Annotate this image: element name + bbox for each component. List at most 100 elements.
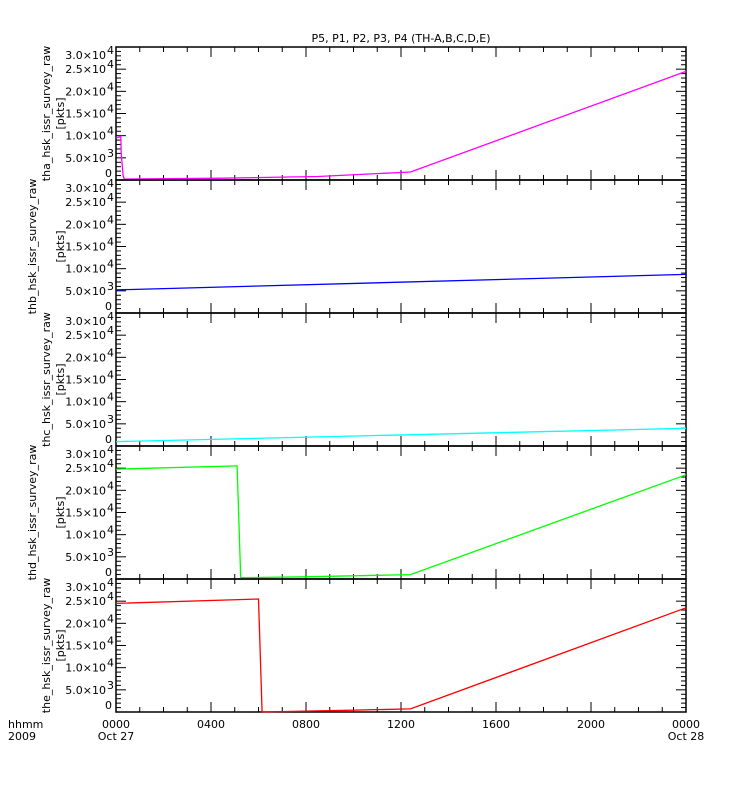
series-line-thc_hsk_issr_survey_raw — [115, 427, 687, 443]
panel-frame — [115, 578, 687, 713]
y-tick-label: 2.0×10 — [65, 218, 106, 231]
y-tick-label-exponent: 4 — [107, 258, 114, 271]
y-tick-label: 1.0×10 — [65, 529, 106, 542]
x-tick-label: 0000 — [102, 718, 130, 731]
x-tick-sublabel: Oct 27 — [98, 730, 135, 743]
y-tick-label-exponent: 4 — [107, 443, 114, 456]
y-tick-label: 0 — [105, 699, 112, 712]
y-tick-label: 2.5×10 — [65, 595, 106, 608]
y-tick-label: 2.5×10 — [65, 63, 106, 76]
panel-frame — [115, 179, 687, 314]
y-tick-label-exponent: 4 — [107, 369, 114, 382]
panel-frame — [115, 445, 687, 580]
x-tick-label: 0400 — [197, 718, 225, 731]
y-tick-label: 1.0×10 — [65, 396, 106, 409]
y-axis-unit: [pkts] — [54, 98, 67, 130]
y-tick-label-exponent: 4 — [107, 635, 114, 648]
y-tick-label: 3.0×10 — [65, 581, 106, 594]
y-tick-label: 2.0×10 — [65, 351, 106, 364]
panel-frame — [115, 312, 687, 447]
series-line-thd_hsk_issr_survey_raw — [115, 465, 687, 579]
y-tick-label: 1.5×10 — [65, 640, 106, 653]
x-tick-label: 0000 — [672, 718, 700, 731]
y-tick-label-exponent: 4 — [107, 391, 114, 404]
y-tick-label-exponent: 4 — [107, 80, 114, 93]
series-line-thb_hsk_issr_survey_raw — [115, 273, 687, 291]
y-tick-label-exponent: 4 — [107, 502, 114, 515]
x-tick-label: 0800 — [292, 718, 320, 731]
y-tick-label: 1.0×10 — [65, 263, 106, 276]
y-tick-label: 0 — [105, 433, 112, 446]
y-axis-label: tha_hsk_issr_survey_raw — [40, 46, 53, 181]
series-line-tha_hsk_issr_survey_raw — [115, 70, 687, 180]
y-tick-label-exponent: 3 — [107, 679, 114, 692]
y-tick-label-exponent: 3 — [107, 280, 114, 293]
x-tick-label: 1600 — [482, 718, 510, 731]
y-tick-label: 1.5×10 — [65, 374, 106, 387]
y-tick-label-exponent: 4 — [107, 236, 114, 249]
y-tick-label: 2.0×10 — [65, 85, 106, 98]
y-tick-label-exponent: 4 — [107, 657, 114, 670]
y-axis-label: thc_hsk_issr_survey_raw — [40, 312, 53, 447]
y-tick-label: 1.5×10 — [65, 108, 106, 121]
y-tick-label: 5.0×10 — [65, 551, 106, 564]
y-axis-unit: [pkts] — [54, 630, 67, 662]
y-tick-label: 1.5×10 — [65, 507, 106, 520]
y-tick-label: 3.0×10 — [65, 182, 106, 195]
y-tick-label: 2.0×10 — [65, 617, 106, 630]
y-tick-label: 5.0×10 — [65, 152, 106, 165]
y-tick-label-exponent: 4 — [107, 346, 114, 359]
x-axis-sublabel: 2009 — [8, 730, 36, 743]
y-axis-label: the_hsk_issr_survey_raw — [40, 578, 53, 713]
panel-tha_hsk_issr_survey_raw: 05.0×10 31.0×10 41.5×10 42.0×10 42.5×10 43.0×… — [40, 44, 687, 181]
y-tick-label: 2.0×10 — [65, 484, 106, 497]
y-tick-label-exponent: 4 — [107, 612, 114, 625]
y-tick-label-exponent: 4 — [107, 125, 114, 138]
panel-thb_hsk_issr_survey_raw: 05.0×10 31.0×10 41.5×10 42.0×10 42.5×10 43.0×… — [26, 177, 687, 315]
y-axis-label: thd_hsk_issr_survey_raw — [26, 445, 39, 581]
y-tick-label: 3.0×10 — [65, 315, 106, 328]
y-tick-label-exponent: 4 — [107, 479, 114, 492]
series-line-the_hsk_issr_survey_raw — [115, 598, 687, 713]
y-tick-label-exponent: 4 — [107, 103, 114, 116]
y-tick-label-exponent: 4 — [107, 213, 114, 226]
y-tick-label: 1.5×10 — [65, 241, 106, 254]
y-tick-label: 5.0×10 — [65, 418, 106, 431]
y-tick-label-exponent: 4 — [107, 58, 114, 71]
y-tick-label-exponent: 4 — [107, 457, 114, 470]
y-tick-label: 5.0×10 — [65, 684, 106, 697]
panel-frame — [115, 46, 687, 181]
y-tick-label: 2.5×10 — [65, 462, 106, 475]
panel-the_hsk_issr_survey_raw: 05.0×10 31.0×10 41.5×10 42.0×10 42.5×10 43.0×… — [40, 576, 687, 713]
y-axis-unit: [pkts] — [54, 231, 67, 263]
y-tick-label-exponent: 3 — [107, 546, 114, 559]
y-tick-label-exponent: 4 — [107, 177, 114, 190]
y-tick-label: 0 — [105, 167, 112, 180]
y-tick-label-exponent: 3 — [107, 147, 114, 160]
chart-title: P5, P1, P2, P3, P4 (TH-A,B,C,D,E) — [311, 32, 490, 45]
panel-thd_hsk_issr_survey_raw: 05.0×10 31.0×10 41.5×10 42.0×10 42.5×10 43.0×… — [26, 443, 687, 581]
y-tick-label-exponent: 4 — [107, 576, 114, 589]
y-tick-label: 2.5×10 — [65, 329, 106, 342]
x-tick-label: 1200 — [387, 718, 415, 731]
y-axis-unit: [pkts] — [54, 497, 67, 529]
x-tick-label: 2000 — [577, 718, 605, 731]
y-axis-unit: [pkts] — [54, 364, 67, 396]
y-tick-label: 1.0×10 — [65, 130, 106, 143]
y-tick-label-exponent: 4 — [107, 310, 114, 323]
y-tick-label: 3.0×10 — [65, 49, 106, 62]
y-tick-label: 1.0×10 — [65, 662, 106, 675]
y-tick-label-exponent: 4 — [107, 44, 114, 57]
y-tick-label-exponent: 4 — [107, 590, 114, 603]
y-tick-label-exponent: 4 — [107, 324, 114, 337]
y-tick-label: 3.0×10 — [65, 448, 106, 461]
y-tick-label: 0 — [105, 566, 112, 579]
x-tick-sublabel: Oct 28 — [668, 730, 705, 743]
y-tick-label-exponent: 4 — [107, 191, 114, 204]
y-tick-label: 5.0×10 — [65, 285, 106, 298]
y-tick-label: 0 — [105, 300, 112, 313]
y-axis-label: thb_hsk_issr_survey_raw — [26, 179, 39, 315]
panel-thc_hsk_issr_survey_raw: 05.0×10 31.0×10 41.5×10 42.0×10 42.5×10 43.0×… — [40, 310, 687, 447]
y-tick-label: 2.5×10 — [65, 196, 106, 209]
